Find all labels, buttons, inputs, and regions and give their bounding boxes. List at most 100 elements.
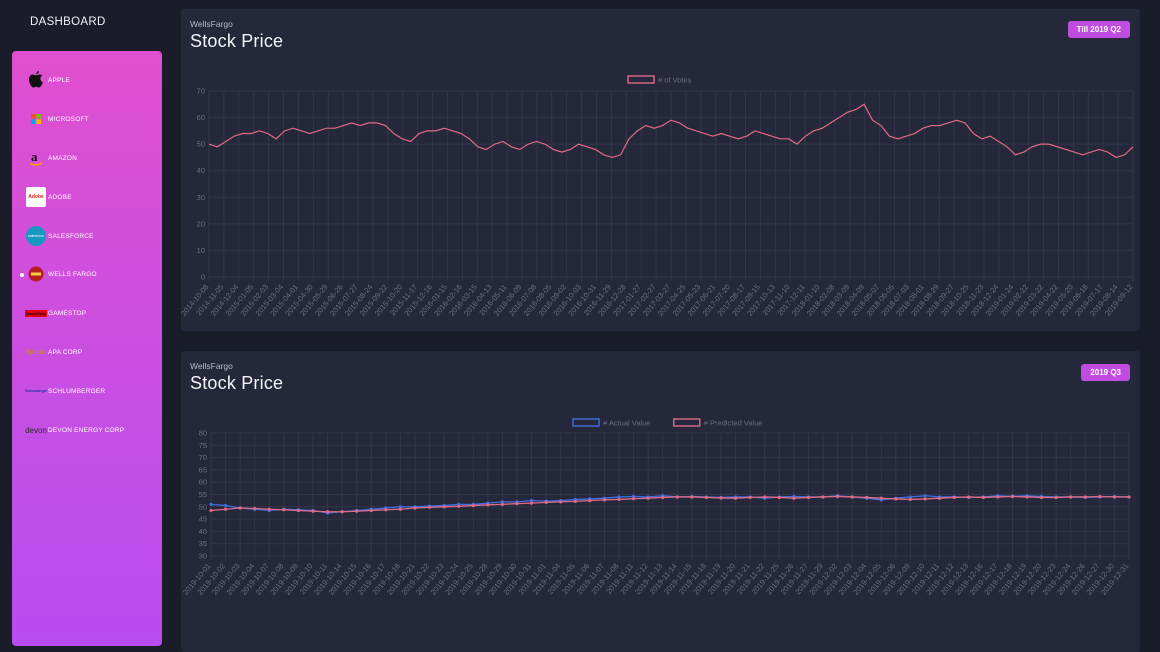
data-point[interactable] [1039, 495, 1044, 500]
data-point[interactable] [398, 505, 403, 509]
data-point[interactable] [631, 494, 636, 499]
data-point[interactable] [617, 495, 621, 499]
data-point[interactable] [1098, 494, 1102, 499]
data-point[interactable] [500, 502, 505, 506]
data-point[interactable] [355, 509, 359, 513]
data-point[interactable] [398, 507, 403, 511]
data-point[interactable] [952, 495, 956, 500]
data-point[interactable] [325, 510, 330, 514]
legend-swatch[interactable] [572, 418, 600, 427]
data-point[interactable] [908, 495, 913, 499]
data-point[interactable] [748, 495, 752, 500]
data-point[interactable] [923, 494, 927, 498]
data-point[interactable] [792, 496, 796, 500]
data-point[interactable] [923, 497, 927, 501]
data-point[interactable] [879, 496, 883, 500]
sidebar-item-salesforce[interactable]: salesforce SALESFORCE [26, 224, 156, 248]
data-point[interactable] [850, 495, 854, 499]
data-point[interactable] [646, 496, 650, 500]
data-point[interactable] [573, 499, 577, 503]
data-point[interactable] [777, 495, 781, 500]
data-point[interactable] [865, 495, 869, 500]
sidebar-item-devon-energy[interactable]: devon DEVON ENERGY CORP [25, 418, 156, 442]
data-point[interactable] [427, 505, 432, 509]
data-point[interactable] [457, 504, 461, 508]
company-sidebar: APPLE MICROSOFT a AMAZON Adobe ADOBE sal… [12, 51, 162, 646]
data-point[interactable] [209, 508, 213, 513]
microsoft-logo-icon [26, 109, 46, 129]
data-point[interactable] [967, 495, 971, 499]
legend-swatch[interactable] [627, 75, 655, 84]
sidebar-item-gamestop[interactable]: GameStop GAMESTOP [25, 301, 156, 325]
data-point[interactable] [1127, 495, 1131, 499]
data-point[interactable] [223, 507, 228, 511]
data-point[interactable] [442, 505, 446, 509]
legend-swatch[interactable] [673, 418, 701, 427]
data-point[interactable] [763, 495, 767, 499]
data-point[interactable] [631, 497, 636, 501]
data-point[interactable] [821, 495, 825, 499]
data-point[interactable] [340, 510, 344, 514]
period-badge-button[interactable]: Till 2019 Q2 [1067, 21, 1130, 38]
legend-label[interactable]: # Actual Value [603, 419, 650, 428]
data-point[interactable] [209, 502, 213, 506]
data-point[interactable] [1112, 495, 1117, 499]
data-point[interactable] [661, 495, 665, 500]
data-point[interactable] [544, 500, 548, 504]
sidebar-item-amazon[interactable]: a AMAZON [26, 146, 156, 170]
data-point[interactable] [617, 497, 621, 502]
data-point[interactable] [223, 503, 228, 508]
gamestop-logo-icon: GameStop [25, 309, 48, 317]
data-point[interactable] [282, 508, 286, 512]
data-point[interactable] [937, 496, 942, 500]
legend-label[interactable]: # Predicted Value [704, 419, 763, 428]
data-point[interactable] [384, 508, 388, 512]
data-point[interactable] [602, 498, 607, 502]
sidebar-item-label: SALESFORCE [48, 232, 94, 240]
data-point[interactable] [515, 502, 519, 506]
data-point[interactable] [296, 508, 301, 513]
data-point[interactable] [559, 500, 563, 504]
legend-label[interactable]: # of Votes [658, 76, 692, 85]
data-point[interactable] [675, 495, 679, 499]
data-point[interactable] [1069, 495, 1073, 499]
data-point[interactable] [690, 495, 694, 499]
data-point[interactable] [238, 506, 242, 510]
data-point[interactable] [1083, 495, 1087, 499]
sidebar-item-label: APPLE [48, 76, 70, 84]
data-point[interactable] [471, 503, 475, 508]
data-point[interactable] [529, 501, 534, 505]
sidebar-item-microsoft[interactable]: MICROSOFT [26, 107, 156, 131]
data-point[interactable] [253, 506, 257, 511]
data-point[interactable] [704, 495, 709, 500]
history-line-chart: # of Votes0102030405060702014-10-082014-… [181, 75, 1135, 318]
data-point[interactable] [1054, 495, 1058, 500]
data-point[interactable] [529, 499, 534, 503]
data-point[interactable] [486, 503, 490, 507]
data-point[interactable] [835, 494, 840, 499]
stock-price-card-prediction: WellsFargo Stock Price 2019 Q3 # Actual … [181, 351, 1140, 652]
data-point[interactable] [719, 496, 723, 500]
data-point[interactable] [1010, 494, 1015, 499]
data-point[interactable] [996, 495, 1000, 499]
data-point[interactable] [894, 497, 898, 501]
data-point[interactable] [369, 508, 373, 513]
sidebar-item-wells-fargo[interactable]: WELLS FARGO [26, 262, 156, 286]
data-point[interactable] [806, 495, 811, 500]
period-badge-button[interactable]: 2019 Q3 [1081, 364, 1130, 381]
data-point[interactable] [908, 497, 913, 502]
data-point[interactable] [267, 507, 271, 511]
sidebar-item-adobe[interactable]: Adobe ADOBE [26, 185, 156, 209]
data-point[interactable] [588, 499, 592, 503]
data-point[interactable] [500, 500, 505, 504]
sidebar-item-label: ADOBE [48, 193, 72, 201]
sidebar-item-apple[interactable]: APPLE [26, 68, 156, 92]
devon-logo-icon: devon [25, 425, 47, 435]
data-point[interactable] [1025, 495, 1029, 499]
data-point[interactable] [311, 509, 315, 513]
data-point[interactable] [733, 496, 738, 500]
sidebar-item-schlumberger[interactable]: Schlumberger SCHLUMBERGER [25, 379, 156, 403]
data-point[interactable] [413, 506, 417, 510]
sidebar-item-apa-corp[interactable]: Apache APA CORP [26, 340, 156, 364]
data-point[interactable] [981, 495, 985, 500]
